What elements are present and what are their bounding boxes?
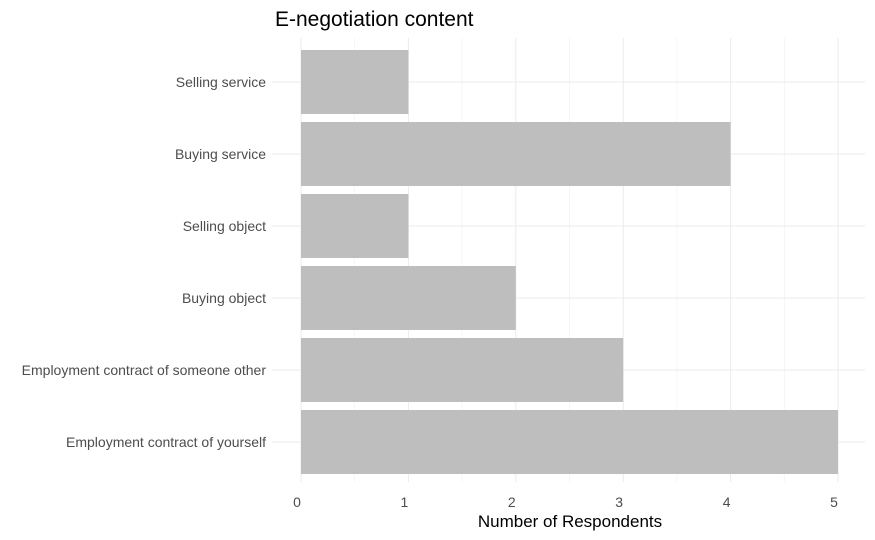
x-tick-labels: 0 1 2 3 4 5 [293, 494, 838, 510]
category-label: Employment contract of yourself [66, 434, 266, 450]
bar [301, 410, 838, 474]
x-axis-title: Number of Respondents [478, 512, 662, 531]
x-tick-label: 1 [401, 494, 409, 510]
bars [301, 50, 838, 474]
category-label: Selling object [183, 218, 266, 234]
x-tick-label: 4 [723, 494, 731, 510]
x-tick-label: 5 [830, 494, 838, 510]
category-label: Buying service [175, 146, 266, 162]
category-label: Selling service [176, 74, 266, 90]
x-tick-label: 3 [615, 494, 623, 510]
bar [301, 266, 516, 330]
chart-title: E-negotiation content [275, 8, 474, 31]
bar [301, 122, 731, 186]
x-tick-label: 2 [508, 494, 516, 510]
bar [301, 50, 409, 114]
category-labels: Selling service Buying service Selling obj… [22, 74, 267, 450]
bar [301, 338, 624, 402]
bar [301, 194, 409, 258]
category-label: Buying object [182, 290, 266, 306]
category-label: Employment contract of someone other [22, 362, 267, 378]
x-tick-label: 0 [293, 494, 301, 510]
